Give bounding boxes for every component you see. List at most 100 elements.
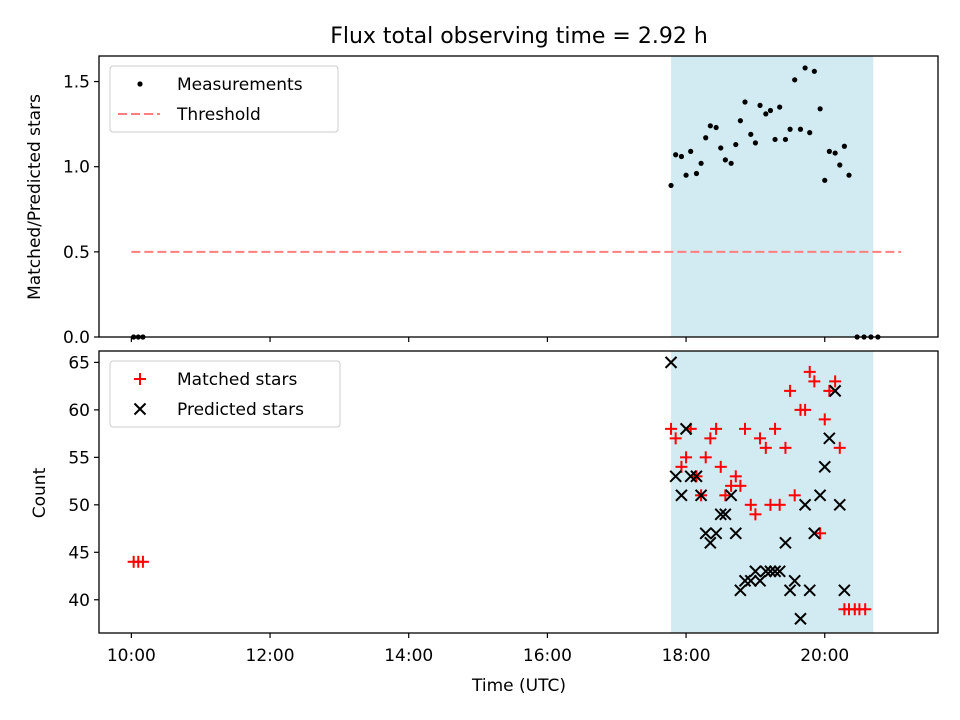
data-point [787, 126, 793, 132]
data-point [703, 135, 709, 141]
data-point [773, 565, 786, 578]
data-point [798, 498, 812, 512]
data-point [797, 126, 804, 132]
legend-box [109, 65, 339, 133]
data-point [823, 432, 836, 445]
data-point [719, 489, 732, 502]
x-tick-label: 14:00 [384, 646, 433, 666]
plot-frame [98, 55, 939, 338]
data-point [837, 162, 843, 168]
observing-window-band [671, 56, 874, 337]
data-point [698, 160, 704, 166]
legend-label: Measurements [177, 75, 303, 95]
data-point [684, 470, 697, 483]
data-point [782, 136, 789, 143]
data-point [733, 141, 739, 148]
legend-box [109, 360, 341, 428]
data-point [811, 68, 817, 74]
data-point [739, 422, 752, 435]
data-point [803, 365, 816, 378]
y-tick-label: 1.0 [63, 158, 90, 178]
y-tick-label: 50 [68, 496, 90, 516]
data-point [808, 527, 821, 540]
legend-marker [137, 81, 143, 87]
y-tick-label: 55 [68, 448, 90, 468]
data-point [803, 584, 816, 597]
data-point [777, 104, 783, 110]
data-point [788, 489, 801, 502]
data-point [846, 172, 852, 178]
data-point [675, 489, 688, 502]
data-point [792, 77, 798, 83]
data-point [807, 130, 813, 136]
y-tick-label: 0.0 [63, 328, 90, 348]
x-tick-label: 10:00 [107, 646, 156, 666]
data-point [744, 574, 757, 587]
data-point [772, 136, 778, 143]
data-point [768, 565, 782, 578]
data-point [779, 441, 792, 454]
data-point [813, 489, 827, 502]
count-panel: 40 45 50 55 60 65 10:00 12:00 14:00 16:00 18:00 20:… [68, 350, 939, 666]
data-point [759, 441, 772, 454]
data-point [722, 157, 728, 163]
data-point [817, 106, 823, 112]
data-point [767, 107, 774, 114]
data-point [709, 527, 723, 540]
data-point [710, 422, 723, 435]
data-point [783, 584, 797, 597]
data-point [728, 160, 734, 166]
ratio-y-axis-label: Matched/Predicted stars [25, 94, 45, 300]
data-point [752, 140, 759, 146]
data-point [707, 123, 713, 129]
chart-title: Flux total observing time = 2.92 h [330, 24, 708, 49]
data-point [704, 432, 717, 445]
data-point [683, 172, 689, 178]
data-point [748, 131, 754, 137]
x-tick-label: 20:00 [800, 646, 849, 666]
y-tick-label: 65 [68, 353, 90, 373]
data-point [759, 565, 773, 578]
data-point [675, 460, 688, 473]
data-point [749, 565, 762, 578]
data-point [826, 148, 832, 154]
legend-label: Threshold [176, 105, 261, 125]
data-point [763, 111, 769, 117]
legend: Measurements Threshold [109, 65, 339, 133]
data-point [828, 384, 842, 398]
legend-label: Matched stars [177, 370, 297, 390]
data-point [833, 498, 846, 512]
data-point [753, 574, 767, 587]
y-tick-label: 45 [68, 543, 90, 563]
data-point [838, 584, 851, 597]
data-point [802, 65, 808, 71]
x-tick-label: 12:00 [246, 646, 295, 666]
y-tick-label: 1.5 [63, 73, 90, 93]
plot-frame [98, 350, 939, 634]
data-point [773, 498, 786, 511]
data-point [704, 536, 717, 550]
data-point [668, 182, 674, 189]
data-point [699, 451, 712, 464]
y-tick-label: 40 [68, 591, 90, 611]
data-point [744, 498, 757, 511]
data-point [754, 432, 767, 445]
data-point [734, 584, 747, 597]
legend-marker [133, 402, 147, 416]
data-point [788, 574, 801, 587]
data-point [718, 145, 724, 151]
data-point [679, 422, 693, 436]
data-point [680, 451, 693, 464]
data-point [714, 460, 727, 473]
x-tick-label: 16:00 [523, 646, 572, 666]
data-point [714, 508, 727, 521]
data-point [769, 422, 782, 435]
data-point [784, 384, 797, 397]
legend-label: Predicted stars [177, 400, 304, 420]
data-point [757, 102, 763, 108]
data-point [818, 413, 831, 426]
data-point [665, 422, 678, 435]
data-point [664, 356, 678, 369]
x-tick-label: 18:00 [662, 646, 711, 666]
